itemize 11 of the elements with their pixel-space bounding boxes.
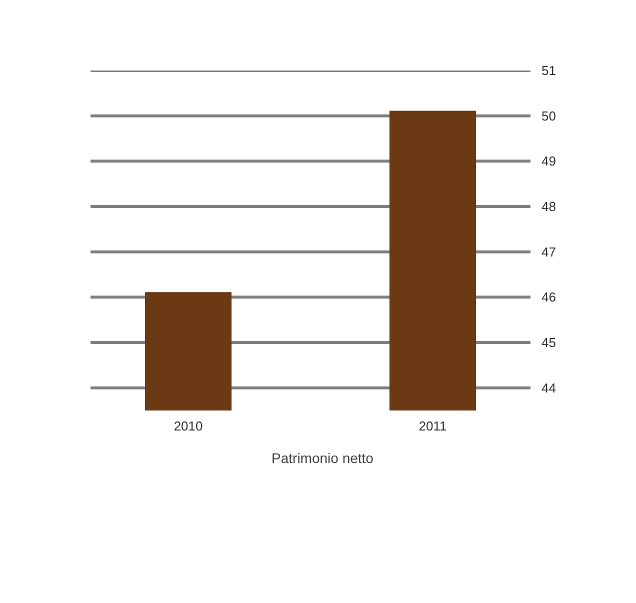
y-tick-label: 45: [542, 335, 556, 350]
x-tick-label: 2010: [174, 418, 203, 434]
y-tick-label: 46: [542, 290, 556, 305]
y-tick-label: 49: [542, 154, 556, 169]
y-tick-label: 51: [542, 63, 556, 78]
y-tick-label: 50: [542, 108, 556, 124]
x-tick-label: 2011: [418, 418, 447, 434]
y-tick-label: 44: [542, 380, 556, 396]
y-tick-label: 47: [542, 244, 556, 260]
y-tick-label: 48: [542, 199, 556, 214]
text: Patrimonio netto: [272, 450, 374, 466]
